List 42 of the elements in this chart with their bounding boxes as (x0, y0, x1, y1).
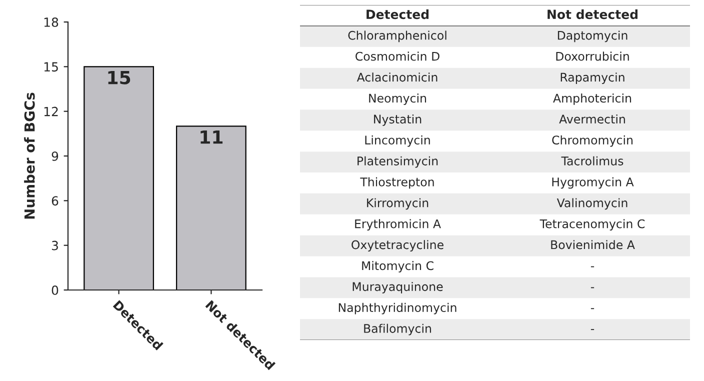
text: Hygromycin A (552, 177, 634, 189)
category-label: Not detected (548, 9, 638, 20)
text: Rapamycin (560, 72, 624, 84)
text: - (590, 266, 594, 268)
y-tick-label: 12 (44, 106, 58, 116)
text: Kirromycin (367, 198, 428, 210)
y-tick-label: 6 (52, 196, 58, 206)
text: Lincomycin (365, 135, 430, 147)
text: Mitomycin C (362, 261, 434, 272)
text: Thiostrepton (360, 177, 434, 189)
text: Valinomycin (556, 198, 628, 210)
y-tick-label: 15 (44, 62, 58, 72)
text: Aclacinomicin (356, 72, 438, 82)
text: - (590, 308, 594, 310)
y-tick-label: 9 (52, 151, 58, 161)
text: Neomycin (369, 94, 426, 105)
text: Nystatin (374, 114, 422, 126)
text: Amphotericin (553, 94, 632, 105)
y-tick-label: 0 (52, 285, 58, 295)
text: Bovienimide A (551, 240, 635, 250)
category-label: Detected (366, 9, 429, 20)
text: Tetracenomycin C (540, 219, 645, 231)
text: Murayaquinone (352, 282, 443, 294)
text: Naphthyridinomycin (338, 302, 456, 314)
y-axis-title: Number of BGCs (24, 92, 35, 219)
y-tick-label: 3 (52, 240, 58, 250)
text: Erythromicin A (355, 219, 441, 231)
text: Doxorrubicin (556, 52, 629, 61)
text: Chloramphenicol (348, 30, 446, 42)
text: Platensimycin (358, 156, 438, 168)
text: - (590, 329, 594, 330)
text: Bafilomycin (364, 324, 432, 336)
text: - (590, 287, 594, 288)
data-label: 11 (200, 130, 223, 144)
text: Cosmomicin D (356, 52, 440, 61)
text: Tacrolimus (561, 156, 624, 166)
y-tick-label: 18 (44, 17, 58, 27)
text: Oxytetracycline (352, 240, 444, 252)
data-label: 15 (108, 70, 130, 84)
text: Daptomycin (558, 30, 628, 42)
text: Avermectin (559, 114, 625, 124)
text: Chromomycin (552, 135, 632, 147)
